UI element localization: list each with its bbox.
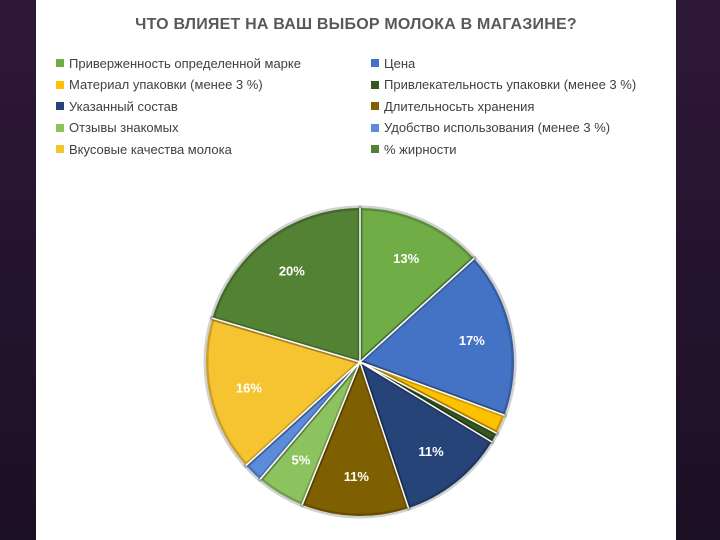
legend-swatch bbox=[56, 145, 64, 153]
pie-data-label: 5% bbox=[292, 452, 311, 467]
legend-label: Цена bbox=[384, 55, 416, 71]
legend-label: Удобство использования (менее 3 %) bbox=[384, 120, 611, 135]
pie-slice bbox=[203, 315, 363, 469]
pie-data-label: 11% bbox=[344, 469, 370, 484]
pie-slice-separator bbox=[301, 361, 361, 506]
legend-label: Приверженность определенной марке bbox=[69, 55, 301, 71]
legend-swatch bbox=[56, 102, 64, 110]
legend-item: Приверженность определенной марке bbox=[56, 54, 301, 72]
legend-item: Привлекательность упаковки (менее 3 %) bbox=[371, 76, 636, 94]
legend-label: Привлекательность упаковки (менее 3 %) bbox=[384, 77, 637, 92]
legend-item: Указанный состав bbox=[56, 97, 178, 115]
legend-label: % жирности bbox=[384, 141, 457, 157]
pie-data-label: 20% bbox=[279, 264, 305, 279]
pie-slice-separator bbox=[359, 361, 505, 416]
legend-label: Материал упаковки (менее 3 %) bbox=[69, 77, 263, 92]
legend-label: Длительносьть хранения bbox=[384, 98, 535, 114]
chart-panel: ЧТО ВЛИЯЕТ НА ВАШ ВЫБОР МОЛОКА В МАГАЗИН… bbox=[36, 0, 676, 540]
legend-swatch bbox=[371, 59, 379, 67]
legend-item: Удобство использования (менее 3 %) bbox=[371, 119, 610, 137]
pie-slice-separator bbox=[359, 361, 493, 443]
pie-slice-separator bbox=[245, 361, 361, 467]
legend-label: Отзывы знакомых bbox=[69, 120, 179, 135]
pie-slice-separator bbox=[359, 257, 475, 363]
pie-slice bbox=[357, 205, 477, 365]
legend-swatch bbox=[56, 59, 64, 67]
pie-slice-separator bbox=[359, 361, 497, 434]
legend-swatch bbox=[371, 80, 379, 89]
pie-slice-separator bbox=[359, 361, 410, 509]
pie-slice-separator bbox=[212, 317, 361, 363]
legend-item: Материал упаковки (менее 3 %) bbox=[56, 76, 263, 94]
pie-data-label: 13% bbox=[393, 251, 419, 266]
pie-slice bbox=[299, 359, 412, 519]
legend-item: % жирности bbox=[371, 140, 456, 158]
pie-data-label: 17% bbox=[459, 333, 485, 348]
pie-chart: 13% 17% 11% 11% 5% 16% 20% bbox=[203, 205, 517, 519]
pie-data-label: 16% bbox=[236, 380, 262, 395]
legend-item: Цена bbox=[371, 54, 415, 72]
legend-swatch bbox=[371, 145, 379, 153]
legend-swatch bbox=[56, 123, 64, 132]
legend-item: Длительносьть хранения bbox=[371, 97, 534, 115]
pie-slice bbox=[209, 205, 363, 365]
chart-title: ЧТО ВЛИЯЕТ НА ВАШ ВЫБОР МОЛОКА В МАГАЗИН… bbox=[135, 16, 577, 33]
legend-swatch bbox=[371, 102, 379, 110]
legend-swatch bbox=[371, 123, 379, 132]
legend-label: Указанный состав bbox=[69, 98, 178, 114]
pie-data-label: 11% bbox=[418, 444, 444, 459]
legend-swatch bbox=[56, 80, 64, 89]
legend-item: Отзывы знакомых bbox=[56, 119, 178, 137]
pie-slice bbox=[357, 359, 495, 511]
pie-slice-separator bbox=[259, 361, 361, 480]
legend-item: Вкусовые качества молока bbox=[56, 140, 232, 158]
legend-label: Вкусовые качества молока bbox=[69, 141, 232, 157]
